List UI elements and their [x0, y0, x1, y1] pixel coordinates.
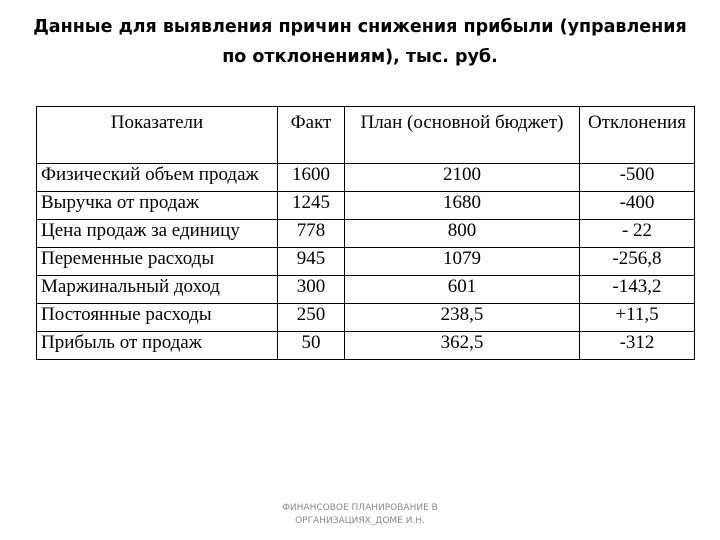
table-row: Маржинальный доход 300 601 -143,2 — [36, 275, 695, 304]
row-deviation: -143,2 — [579, 275, 695, 304]
row-deviation: - 22 — [579, 219, 695, 248]
row-name: Переменные расходы — [36, 247, 278, 276]
row-plan: 1680 — [344, 191, 580, 220]
table-header: Показатели Факт План (основной бюджет) О… — [36, 106, 695, 164]
row-plan: 2100 — [344, 163, 580, 192]
row-deviation: -400 — [579, 191, 695, 220]
profit-deviation-table: Показатели Факт План (основной бюджет) О… — [36, 106, 695, 360]
table-row: Цена продаж за единицу 778 800 - 22 — [36, 219, 695, 248]
profit-deviation-table-container: Показатели Факт План (основной бюджет) О… — [36, 106, 695, 360]
row-name: Постоянные расходы — [36, 303, 278, 332]
row-deviation: -500 — [579, 163, 695, 192]
header-fact: Факт — [277, 106, 345, 164]
header-deviation: Отклонения — [579, 106, 695, 164]
row-name: Прибыль от продаж — [36, 331, 278, 360]
table-row: Физический объем продаж 1600 2100 -500 — [36, 163, 695, 192]
row-plan: 601 — [344, 275, 580, 304]
row-plan: 1079 — [344, 247, 580, 276]
header-plan: План (основной бюджет) — [344, 106, 580, 164]
row-fact: 1245 — [277, 191, 345, 220]
row-fact: 300 — [277, 275, 345, 304]
table-row: Прибыль от продаж 50 362,5 -312 — [36, 331, 695, 360]
row-fact: 1600 — [277, 163, 345, 192]
row-name: Физический объем продаж — [36, 163, 278, 192]
slide-title: Данные для выявления причин снижения при… — [33, 17, 687, 67]
row-fact: 250 — [277, 303, 345, 332]
row-name: Выручка от продаж — [36, 191, 278, 220]
row-plan: 362,5 — [344, 331, 580, 360]
row-deviation: +11,5 — [579, 303, 695, 332]
row-name: Цена продаж за единицу — [36, 219, 278, 248]
slide-footer: ФИНАНСОВОЕ ПЛАНИРОВАНИЕ В ОРГАНИЗАЦИЯХ_Д… — [0, 502, 720, 528]
header-indicators: Показатели — [36, 106, 278, 164]
table-body: Физический объем продаж 1600 2100 -500 В… — [36, 163, 695, 360]
row-deviation: -312 — [579, 331, 695, 360]
row-plan: 800 — [344, 219, 580, 248]
table-row: Постоянные расходы 250 238,5 +11,5 — [36, 303, 695, 332]
row-fact: 50 — [277, 331, 345, 360]
row-deviation: -256,8 — [579, 247, 695, 276]
footer-line: ОРГАНИЗАЦИЯХ_ДОМЕ И.Н. — [295, 516, 425, 526]
table-header-row: Показатели Факт План (основной бюджет) О… — [36, 106, 695, 164]
table-row: Выручка от продаж 1245 1680 -400 — [36, 191, 695, 220]
footer-line: ФИНАНСОВОЕ ПЛАНИРОВАНИЕ В — [282, 503, 438, 513]
row-fact: 778 — [277, 219, 345, 248]
table-row: Переменные расходы 945 1079 -256,8 — [36, 247, 695, 276]
row-plan: 238,5 — [344, 303, 580, 332]
row-name: Маржинальный доход — [36, 275, 278, 304]
row-fact: 945 — [277, 247, 345, 276]
